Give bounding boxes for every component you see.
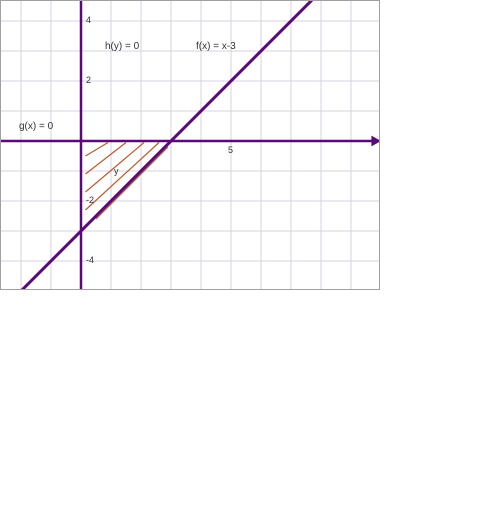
grid-lines <box>1 1 380 290</box>
axes <box>1 1 380 290</box>
f-line <box>1 1 380 290</box>
x-axis-arrow-icon <box>371 136 380 147</box>
hatched-region <box>86 143 169 220</box>
plane-svg <box>1 1 380 290</box>
function-line <box>1 1 380 290</box>
coordinate-plane-chart: h(y) = 0 f(x) = x-3 g(x) = 0 y 5-4-224 <box>0 0 380 290</box>
